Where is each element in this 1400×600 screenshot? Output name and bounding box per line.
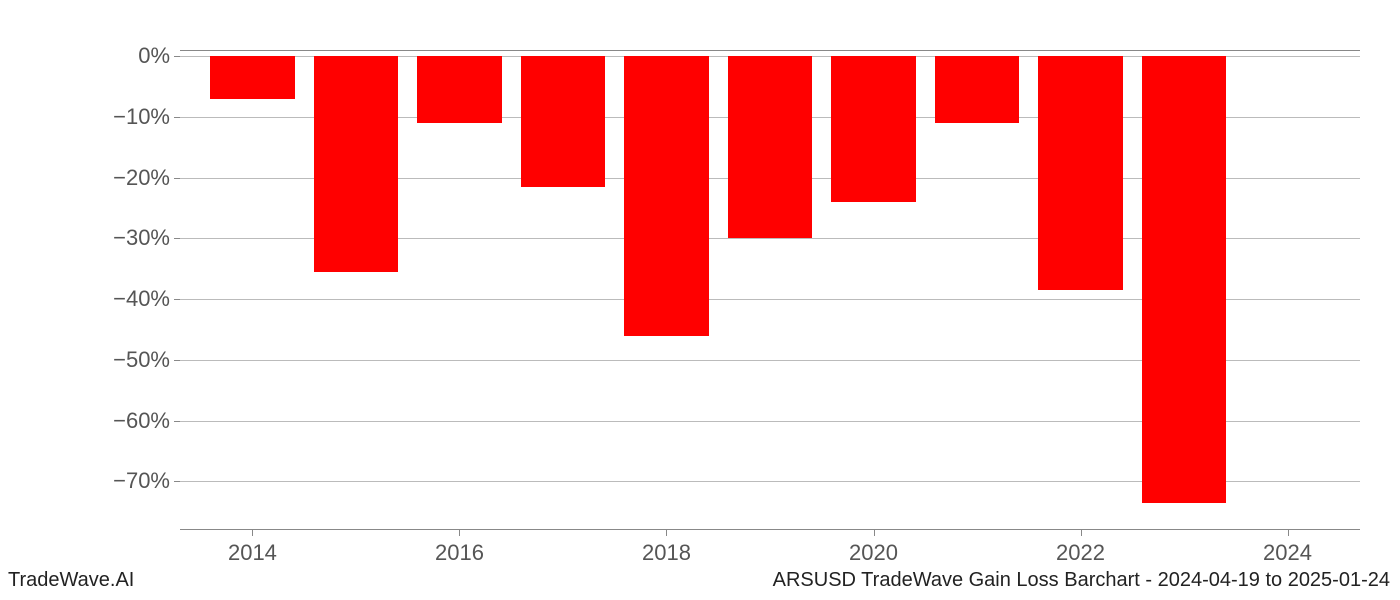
bar — [417, 56, 502, 123]
y-tick-mark — [174, 238, 180, 239]
bar — [624, 56, 709, 335]
x-tick-mark — [1081, 530, 1082, 536]
y-tick-mark — [174, 421, 180, 422]
y-axis-tick-label: −10% — [90, 104, 170, 130]
x-tick-mark — [874, 530, 875, 536]
footer-caption: ARSUSD TradeWave Gain Loss Barchart - 20… — [773, 569, 1390, 592]
x-axis-tick-label: 2024 — [1263, 540, 1312, 566]
y-tick-mark — [174, 178, 180, 179]
x-axis-tick-label: 2016 — [435, 540, 484, 566]
bar — [210, 56, 295, 99]
x-axis-tick-label: 2022 — [1056, 540, 1105, 566]
y-tick-mark — [174, 117, 180, 118]
y-axis-tick-label: −30% — [90, 225, 170, 251]
bar — [1038, 56, 1123, 290]
bar — [831, 56, 916, 202]
y-tick-mark — [174, 56, 180, 57]
y-axis-tick-label: −60% — [90, 408, 170, 434]
x-tick-mark — [459, 530, 460, 536]
x-axis-tick-label: 2014 — [228, 540, 277, 566]
bar — [521, 56, 606, 187]
y-tick-mark — [174, 481, 180, 482]
y-axis-tick-label: −40% — [90, 286, 170, 312]
footer-brand: TradeWave.AI — [8, 569, 134, 592]
bar — [935, 56, 1020, 123]
y-axis-tick-label: 0% — [90, 43, 170, 69]
y-tick-mark — [174, 299, 180, 300]
x-tick-mark — [252, 530, 253, 536]
x-tick-mark — [1288, 530, 1289, 536]
y-axis-tick-label: −20% — [90, 165, 170, 191]
bar — [728, 56, 813, 238]
y-axis-tick-label: −70% — [90, 468, 170, 494]
y-axis-tick-label: −50% — [90, 347, 170, 373]
bar — [314, 56, 399, 272]
x-tick-mark — [666, 530, 667, 536]
x-axis-tick-label: 2018 — [642, 540, 691, 566]
bar — [1142, 56, 1227, 503]
x-axis-tick-label: 2020 — [849, 540, 898, 566]
chart-plot-area — [180, 50, 1360, 530]
y-tick-mark — [174, 360, 180, 361]
